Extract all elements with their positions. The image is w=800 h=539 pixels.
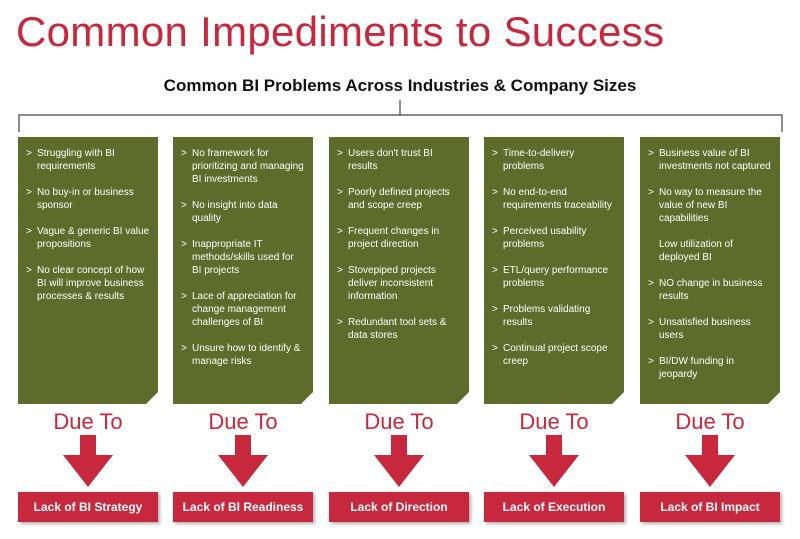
down-arrow-icon <box>529 435 579 487</box>
problem-column: Business value of BI investments not cap… <box>640 137 780 522</box>
problem-column: No framework for prioritizing and managi… <box>173 137 313 522</box>
outcome-label: Lack of Execution <box>484 492 624 522</box>
problem-list: Struggling with BI requirements No buy-in… <box>18 137 158 303</box>
page-title: Common Impediments to Success <box>16 8 665 55</box>
problem-list: Time-to-delivery problems No end-to-end r… <box>484 137 624 368</box>
down-arrow-icon <box>218 435 268 487</box>
due-to-label: Due To <box>519 409 589 434</box>
problem-item: Unsure how to identify & manage risks <box>181 342 305 368</box>
problem-item: Poorly defined projects and scope creep <box>337 186 461 212</box>
problem-item: Unsatisfied business users <box>648 316 772 342</box>
due-to-label: Due To <box>364 409 434 434</box>
problem-item: Continual project scope creep <box>492 342 616 368</box>
problem-item: Frequent changes in project direction <box>337 225 461 251</box>
problem-column: Struggling with BI requirements No buy-in… <box>18 137 158 522</box>
outcome-label: Lack of BI Impact <box>640 492 780 522</box>
problem-item: Low utilization of deployed BI <box>659 239 733 263</box>
problem-list: No framework for prioritizing and managi… <box>173 137 313 368</box>
problem-item: Business value of BI investments not cap… <box>648 147 772 173</box>
problem-box: Users don't trust BI results Poorly defin… <box>329 137 469 404</box>
problem-item: ETL/query performance problems <box>492 264 616 290</box>
problem-list: Business value of BI investments not cap… <box>640 137 780 381</box>
problem-box: Time-to-delivery problems No end-to-end r… <box>484 137 624 404</box>
problem-box: Struggling with BI requirements No buy-in… <box>18 137 158 404</box>
problem-item: No clear concept of how BI will improve … <box>26 264 150 303</box>
due-to-label: Due To <box>53 409 123 434</box>
problem-item: Time-to-delivery problems <box>492 147 616 173</box>
outcome-label: Lack of BI Strategy <box>18 492 158 522</box>
due-to-label: Due To <box>675 409 745 434</box>
problem-item: Users don't trust BI results <box>337 147 461 173</box>
problem-column: Users don't trust BI results Poorly defin… <box>329 137 469 522</box>
down-arrow-icon <box>63 435 113 487</box>
problem-item: Perceived usability problems <box>492 225 616 251</box>
outcome-label: Lack of BI Readiness <box>173 492 313 522</box>
problem-item: No insight into data quality <box>181 199 305 225</box>
problem-item: Problems validating results <box>492 303 616 329</box>
problem-item: BI/DW funding in jeopardy <box>648 355 772 381</box>
down-arrow-icon <box>374 435 424 487</box>
problem-column: Time-to-delivery problems No end-to-end r… <box>484 137 624 522</box>
down-arrow-icon <box>685 435 735 487</box>
diagram-subtitle: Common BI Problems Across Industries & C… <box>163 76 637 95</box>
problem-item: No framework for prioritizing and managi… <box>181 147 305 186</box>
problem-item: Struggling with BI requirements <box>26 147 150 173</box>
grouping-bracket <box>18 100 783 132</box>
problem-item: Stovepiped projects deliver inconsistent… <box>337 264 461 303</box>
problem-box: Business value of BI investments not cap… <box>640 137 780 404</box>
problem-list: Users don't trust BI results Poorly defin… <box>329 137 469 342</box>
problem-item: No way to measure the value of new BI ca… <box>648 186 772 225</box>
problem-item: Lace of appreciation for change manageme… <box>181 290 305 329</box>
problem-item: Vague & generic BI value propositions <box>26 225 150 251</box>
due-to-label: Due To <box>208 409 278 434</box>
problem-item: Inappropriate IT methods/skills used for… <box>181 238 305 277</box>
problem-item: NO change in business results <box>648 277 772 303</box>
problem-item: No end-to-end requirements traceability <box>492 186 616 212</box>
outcome-label: Lack of Direction <box>329 492 469 522</box>
problem-item: Redundant tool sets & data stores <box>337 316 461 342</box>
problem-box: No framework for prioritizing and managi… <box>173 137 313 404</box>
problem-item: No buy-in or business sponsor <box>26 186 150 212</box>
